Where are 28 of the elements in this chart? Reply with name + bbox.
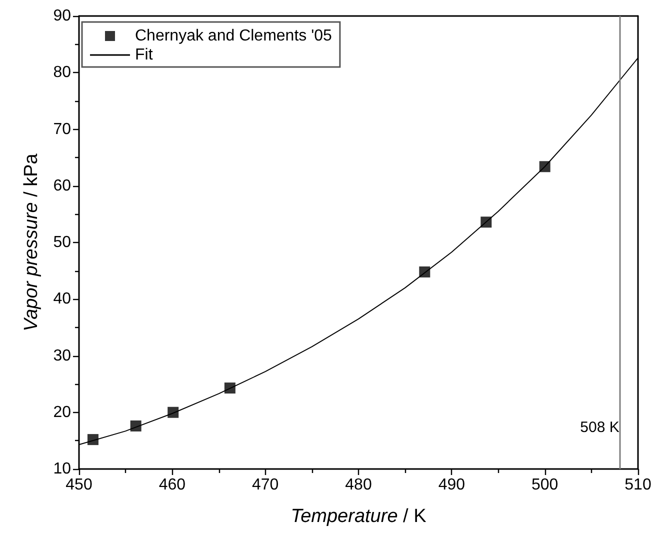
x-tick-label: 510 [624, 476, 652, 494]
point [539, 161, 550, 172]
x-tick-label: 490 [438, 476, 466, 494]
point [130, 420, 142, 432]
y-tick-label: 60 [53, 177, 72, 194]
x-tick-label: 460 [158, 476, 186, 494]
y-tick-label: 80 [53, 64, 72, 82]
legend-label: Chernyak and Clements '05 [135, 28, 332, 44]
point [87, 434, 98, 446]
point [224, 382, 236, 394]
legend-label: Fit [135, 46, 154, 64]
x-tick-label: 480 [345, 476, 372, 494]
y-tick-label: 90 [53, 8, 72, 24]
point [419, 266, 430, 278]
x-tick-label: 500 [531, 476, 558, 494]
x-tick-label: 470 [252, 476, 279, 494]
point [480, 216, 492, 228]
ref-line-label: 508 K [580, 419, 620, 436]
x-tick-label: 450 [66, 476, 92, 494]
y-tick-label: 40 [53, 290, 72, 308]
y-tick-label: 50 [53, 234, 72, 251]
x-axis-title: Temperature / K [290, 506, 427, 527]
y-axis-title: Vapor pressure / kPa [21, 153, 42, 332]
y-tick-label: 70 [53, 120, 72, 138]
y-tick-label: 30 [53, 347, 72, 364]
point [168, 406, 179, 418]
y-tick-label: 10 [53, 460, 72, 478]
y-tick-label: 20 [53, 404, 72, 421]
